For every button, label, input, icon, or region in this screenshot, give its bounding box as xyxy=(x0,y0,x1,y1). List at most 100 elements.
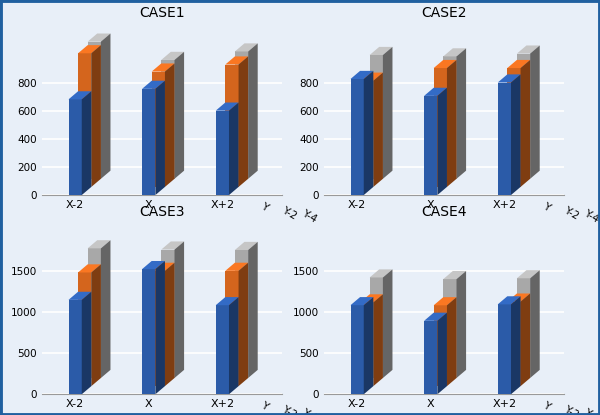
Bar xyxy=(360,81,373,187)
Polygon shape xyxy=(78,45,101,53)
Polygon shape xyxy=(68,292,91,300)
Bar xyxy=(498,304,511,394)
Polygon shape xyxy=(517,46,540,54)
Polygon shape xyxy=(175,52,184,179)
Polygon shape xyxy=(350,297,373,305)
Polygon shape xyxy=(101,240,110,378)
Bar xyxy=(434,68,447,187)
Polygon shape xyxy=(239,263,248,386)
Polygon shape xyxy=(88,240,110,248)
Text: Y-4: Y-4 xyxy=(583,408,600,415)
Polygon shape xyxy=(82,292,91,394)
Polygon shape xyxy=(216,103,239,111)
Polygon shape xyxy=(498,74,521,83)
Polygon shape xyxy=(530,46,540,179)
Polygon shape xyxy=(229,103,239,195)
Text: Y-2: Y-2 xyxy=(562,205,580,221)
Bar xyxy=(424,96,437,195)
Bar xyxy=(161,249,175,378)
Title: CASE4: CASE4 xyxy=(421,205,467,219)
Polygon shape xyxy=(434,297,457,305)
Polygon shape xyxy=(447,297,457,386)
Polygon shape xyxy=(91,45,101,187)
Polygon shape xyxy=(434,60,457,68)
Bar xyxy=(434,305,447,386)
Polygon shape xyxy=(373,73,383,187)
Polygon shape xyxy=(383,269,392,378)
Title: CASE1: CASE1 xyxy=(139,5,185,20)
Bar xyxy=(350,79,364,195)
Polygon shape xyxy=(78,264,101,273)
Polygon shape xyxy=(88,34,110,42)
Polygon shape xyxy=(424,88,447,96)
Polygon shape xyxy=(235,43,258,51)
Bar xyxy=(498,83,511,195)
Title: CASE3: CASE3 xyxy=(139,205,185,219)
Polygon shape xyxy=(530,270,540,378)
Polygon shape xyxy=(82,91,91,195)
Polygon shape xyxy=(142,81,165,89)
Polygon shape xyxy=(175,242,184,378)
Text: Y-2: Y-2 xyxy=(280,205,298,221)
Polygon shape xyxy=(216,297,239,305)
Polygon shape xyxy=(511,296,521,394)
Polygon shape xyxy=(443,271,466,279)
Polygon shape xyxy=(437,312,447,394)
Bar xyxy=(78,53,91,187)
Polygon shape xyxy=(508,293,530,302)
Bar xyxy=(443,56,457,179)
Bar xyxy=(350,305,364,394)
Bar xyxy=(443,279,457,378)
Polygon shape xyxy=(165,263,175,386)
Polygon shape xyxy=(101,34,110,179)
Text: Y-4: Y-4 xyxy=(583,208,600,225)
Text: Y: Y xyxy=(541,400,551,412)
Bar xyxy=(142,89,155,195)
Bar xyxy=(370,55,383,179)
Text: Y-4: Y-4 xyxy=(301,208,319,225)
Polygon shape xyxy=(443,48,466,56)
Bar xyxy=(370,278,383,378)
Polygon shape xyxy=(235,242,258,250)
Polygon shape xyxy=(383,47,392,179)
Bar xyxy=(508,302,521,386)
Bar xyxy=(424,321,437,394)
Polygon shape xyxy=(370,269,392,278)
Polygon shape xyxy=(229,297,239,394)
Polygon shape xyxy=(437,88,447,195)
Polygon shape xyxy=(373,294,383,386)
Bar xyxy=(152,71,165,187)
Polygon shape xyxy=(350,71,373,79)
Polygon shape xyxy=(155,261,165,394)
Text: Y-2: Y-2 xyxy=(280,404,298,415)
Bar xyxy=(68,99,82,195)
Polygon shape xyxy=(161,242,184,249)
Text: Y-2: Y-2 xyxy=(562,404,580,415)
Polygon shape xyxy=(498,296,521,304)
Polygon shape xyxy=(226,263,248,271)
Bar xyxy=(216,111,229,195)
Bar xyxy=(88,248,101,378)
Polygon shape xyxy=(152,63,175,71)
Polygon shape xyxy=(457,271,466,378)
Bar xyxy=(161,60,175,179)
Polygon shape xyxy=(447,60,457,187)
Polygon shape xyxy=(521,293,530,386)
Polygon shape xyxy=(508,60,530,68)
Polygon shape xyxy=(161,52,184,60)
Bar xyxy=(508,68,521,187)
Polygon shape xyxy=(155,81,165,195)
Polygon shape xyxy=(364,297,373,394)
Polygon shape xyxy=(364,71,373,195)
Polygon shape xyxy=(248,242,258,378)
Polygon shape xyxy=(457,48,466,179)
Bar xyxy=(517,54,530,179)
Bar xyxy=(152,271,165,386)
Bar xyxy=(88,42,101,179)
Polygon shape xyxy=(360,294,383,303)
Bar xyxy=(216,305,229,394)
Text: Y: Y xyxy=(259,400,269,412)
Polygon shape xyxy=(165,63,175,187)
Text: Y: Y xyxy=(541,201,551,213)
Bar xyxy=(235,250,248,378)
